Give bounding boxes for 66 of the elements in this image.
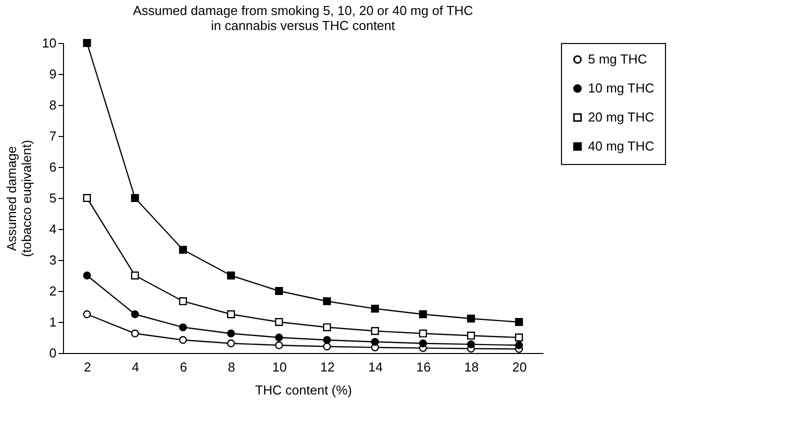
y-tick-label: 7 [49, 128, 56, 144]
point [467, 314, 475, 323]
point [275, 287, 283, 295]
point [323, 342, 331, 350]
point [515, 334, 523, 342]
point [179, 323, 187, 332]
y-tick-label: 1 [49, 314, 56, 330]
x-tick-label: 16 [416, 360, 431, 374]
x-tick-label: 4 [132, 360, 140, 374]
point [83, 194, 91, 202]
x-tick-label: 18 [464, 360, 479, 374]
point [227, 339, 235, 348]
point [131, 330, 139, 338]
point [515, 341, 523, 350]
point [131, 194, 139, 202]
point [371, 327, 379, 335]
point [275, 341, 283, 350]
y-tick-label: 8 [49, 98, 56, 112]
y-tick-label: 9 [49, 66, 56, 82]
x-tick-label: 2 [84, 360, 92, 374]
x-tick-label: 8 [228, 360, 236, 374]
point [275, 318, 283, 326]
x-tick-label: 20 [512, 360, 527, 374]
point [515, 318, 523, 326]
point [323, 323, 331, 332]
point [275, 334, 283, 342]
text: Assumed damage from smoking 5, 10, 20 or 40 mg of THC [132, 3, 474, 18]
point [83, 272, 91, 280]
y-tick-label: 4 [49, 222, 56, 236]
point [179, 297, 187, 306]
point [83, 39, 91, 47]
point [419, 339, 427, 348]
point [227, 330, 235, 338]
text: Assumed damage [4, 146, 20, 251]
point [83, 310, 91, 318]
point [131, 310, 139, 318]
y-tick-label: 5 [49, 190, 56, 206]
y-tick-label: 0 [49, 346, 56, 360]
legend-label: 10 mg THC [588, 80, 654, 96]
y-tick-label: 3 [49, 252, 56, 268]
text: (tobacco euqivalent) [19, 140, 34, 258]
legend-label: 20 mg THC [588, 110, 654, 124]
legend-label: 5 mg THC [588, 52, 647, 66]
x-tick-label: 12 [320, 360, 335, 374]
point [179, 246, 187, 254]
x-axis-title: THC content (%) [255, 382, 352, 398]
point [179, 336, 187, 344]
y-tick-label: 10 [42, 36, 56, 50]
text: in cannabis versus THC content [210, 18, 396, 33]
point [371, 338, 379, 346]
point [227, 310, 235, 318]
x-tick-label: 14 [368, 360, 383, 374]
y-tick-label: 6 [49, 160, 56, 174]
point [323, 297, 331, 306]
point [467, 332, 475, 340]
point [467, 340, 475, 348]
point [371, 304, 379, 313]
legend-label: 40 mg THC [588, 138, 654, 154]
x-tick-label: 10 [272, 360, 287, 374]
point [323, 336, 331, 344]
point [227, 272, 235, 280]
point [419, 310, 427, 318]
x-tick-label: 6 [180, 360, 188, 374]
point [419, 330, 427, 338]
point [131, 272, 139, 280]
y-tick-label: 2 [49, 284, 56, 298]
